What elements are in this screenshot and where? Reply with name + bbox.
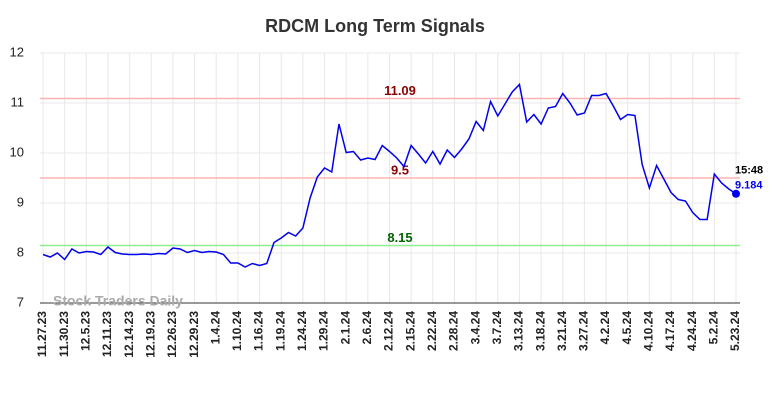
x-tick-label: 11.27.23 (35, 311, 49, 357)
x-tick-label: 11.30.23 (57, 311, 71, 357)
x-tick-label: 2.22.24 (425, 311, 439, 351)
y-tick-label: 8 (17, 244, 24, 259)
x-tick-label: 12.19.23 (143, 311, 157, 358)
y-tick-label: 12 (10, 44, 24, 59)
watermark: Stock Traders Daily (53, 293, 183, 309)
last-time: 15:48 (735, 165, 763, 177)
x-tick-label: 2.12.24 (382, 311, 396, 351)
signal-label: 8.15 (387, 230, 412, 245)
y-tick-label: 9 (17, 194, 24, 209)
x-tick-label: 5.2.24 (707, 311, 721, 345)
signal-label: 11.09 (384, 83, 416, 98)
x-tick-label: 12.26.23 (165, 311, 179, 358)
x-tick-label: 4.2.24 (598, 311, 612, 345)
x-tick-label: 3.4.24 (468, 311, 482, 345)
x-tick-label: 1.19.24 (273, 311, 287, 351)
x-tick-label: 5.23.24 (728, 311, 742, 351)
signal-label: 9.5 (391, 162, 409, 177)
x-tick-label: 4.5.24 (620, 311, 634, 345)
x-tick-label: 3.27.24 (577, 311, 591, 351)
x-tick-label: 12.29.23 (187, 311, 201, 358)
x-tick-label: 4.24.24 (685, 311, 699, 351)
x-tick-label: 3.13.24 (512, 311, 526, 351)
x-tick-label: 12.5.23 (78, 311, 92, 351)
x-tick-label: 4.17.24 (663, 311, 677, 351)
x-tick-label: 12.14.23 (122, 311, 136, 358)
chart-title: RDCM Long Term Signals (265, 16, 485, 36)
x-tick-label: 4.10.24 (642, 311, 656, 351)
x-tick-label: 3.21.24 (555, 311, 569, 351)
x-tick-label: 1.24.24 (295, 311, 309, 351)
price-line (42, 82, 737, 268)
last-point (732, 189, 740, 198)
x-tick-label: 2.28.24 (447, 311, 461, 351)
last-value: 9.184 (735, 180, 763, 192)
x-tick-label: 1.4.24 (208, 311, 222, 345)
x-tick-label: 3.18.24 (533, 311, 547, 351)
x-tick-label: 12.11.23 (100, 311, 114, 357)
y-tick-label: 10 (10, 144, 24, 159)
x-tick-label: 2.6.24 (360, 311, 374, 345)
x-tick-label: 1.29.24 (317, 311, 331, 351)
x-tick-label: 2.1.24 (338, 311, 352, 345)
y-tick-label: 11 (11, 94, 25, 109)
x-tick-label: 1.10.24 (230, 311, 244, 351)
x-tick-label: 2.15.24 (403, 311, 417, 351)
x-tick-label: 3.7.24 (490, 311, 504, 345)
x-tick-label: 1.16.24 (252, 311, 266, 351)
y-tick-label: 7 (17, 294, 24, 309)
